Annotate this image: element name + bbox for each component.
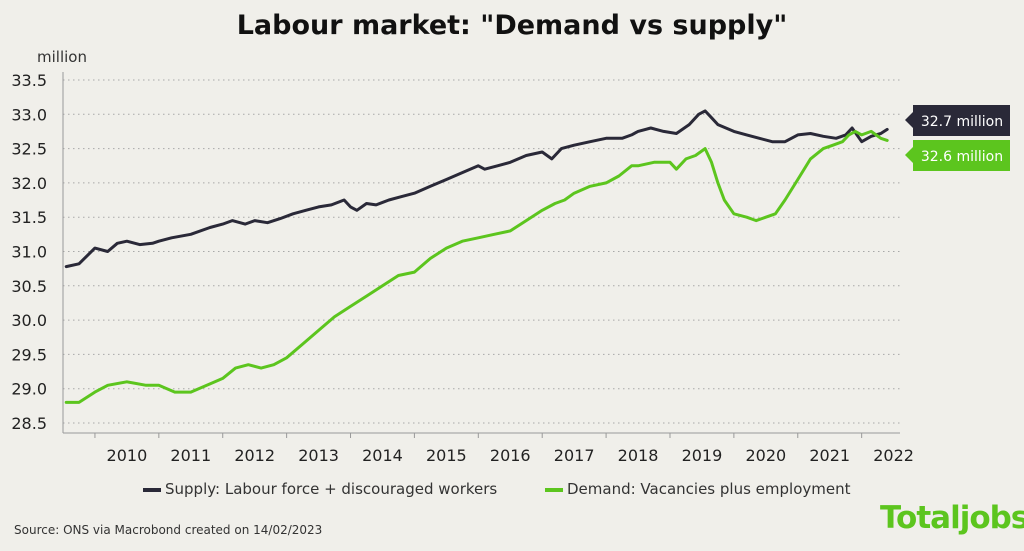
brand-logo: Totaljobs [880, 500, 1024, 536]
legend-swatch-supply [143, 487, 161, 492]
x-tick-label-2018: 2018 [618, 446, 659, 465]
end-label-supply: 32.7 million [905, 105, 1010, 136]
end-label-pointer [905, 146, 914, 164]
end-label-demand: 32.6 million [905, 140, 1010, 171]
y-tick-label-33.0: 33.0 [11, 105, 47, 124]
x-tick-label-2016: 2016 [490, 446, 531, 465]
x-tick-label-2011: 2011 [170, 446, 211, 465]
x-tick-label-2015: 2015 [426, 446, 467, 465]
y-tick-label-31.5: 31.5 [11, 208, 47, 227]
end-label-box [913, 105, 1010, 136]
legend-item-supply: Supply: Labour force + discouraged worke… [143, 480, 497, 498]
chart-title: Labour market: "Demand vs supply" [236, 10, 788, 41]
x-axis-tick-labels: 2010 2011 2012 2013 2014 2015 2016 2017 2018 2019… [107, 446, 914, 465]
axes [62, 72, 900, 438]
y-axis-tick-labels: 28.5 29.0 29.5 30.0 30.5 31.0 31.5 32.0 32.5 33.0… [11, 71, 47, 433]
grid [63, 79, 900, 424]
y-tick-label-31.0: 31.0 [11, 243, 47, 262]
series-lines [64, 109, 889, 404]
x-tick-label-2022: 2022 [873, 446, 914, 465]
x-tick-label-2013: 2013 [298, 446, 339, 465]
x-tick-label-2017: 2017 [554, 446, 595, 465]
y-tick-label-32.0: 32.0 [11, 174, 47, 193]
x-tick-label-2012: 2012 [234, 446, 275, 465]
end-label-pointer [905, 111, 914, 129]
legend-item-demand: Demand: Vacancies plus employment [545, 480, 850, 498]
series-line-supply [64, 109, 889, 269]
y-tick-label-32.5: 32.5 [11, 140, 47, 159]
y-tick-label-29.5: 29.5 [11, 345, 47, 364]
legend-label-demand: Demand: Vacancies plus employment [567, 480, 851, 498]
legend-swatch-demand [545, 487, 563, 492]
source-note: Source: ONS via Macrobond created on 14/… [14, 523, 323, 537]
legend-label-supply: Supply: Labour force + discouraged worke… [165, 480, 498, 498]
y-tick-label-28.5: 28.5 [11, 414, 47, 433]
end-value-labels: 32.7 million 32.6 million [905, 105, 1010, 171]
y-tick-label-30.5: 30.5 [11, 277, 47, 296]
x-tick-label-2010: 2010 [107, 446, 148, 465]
series-line-demand [64, 129, 889, 404]
y-axis-unit-label: million [37, 48, 87, 66]
y-tick-label-33.5: 33.5 [11, 71, 47, 90]
x-tick-label-2020: 2020 [745, 446, 786, 465]
line-chart: 28.5 29.0 29.5 30.0 30.5 31.0 31.5 32.0 32.5 33.0… [11, 48, 1010, 465]
end-label-text: 32.6 million [921, 149, 1003, 165]
y-tick-label-29.0: 29.0 [11, 380, 47, 399]
x-tick-label-2014: 2014 [362, 446, 403, 465]
end-label-box [913, 140, 1010, 171]
end-label-text: 32.7 million [921, 114, 1003, 130]
y-tick-label-30.0: 30.0 [11, 311, 47, 330]
x-tick-label-2019: 2019 [682, 446, 723, 465]
x-tick-label-2021: 2021 [809, 446, 850, 465]
